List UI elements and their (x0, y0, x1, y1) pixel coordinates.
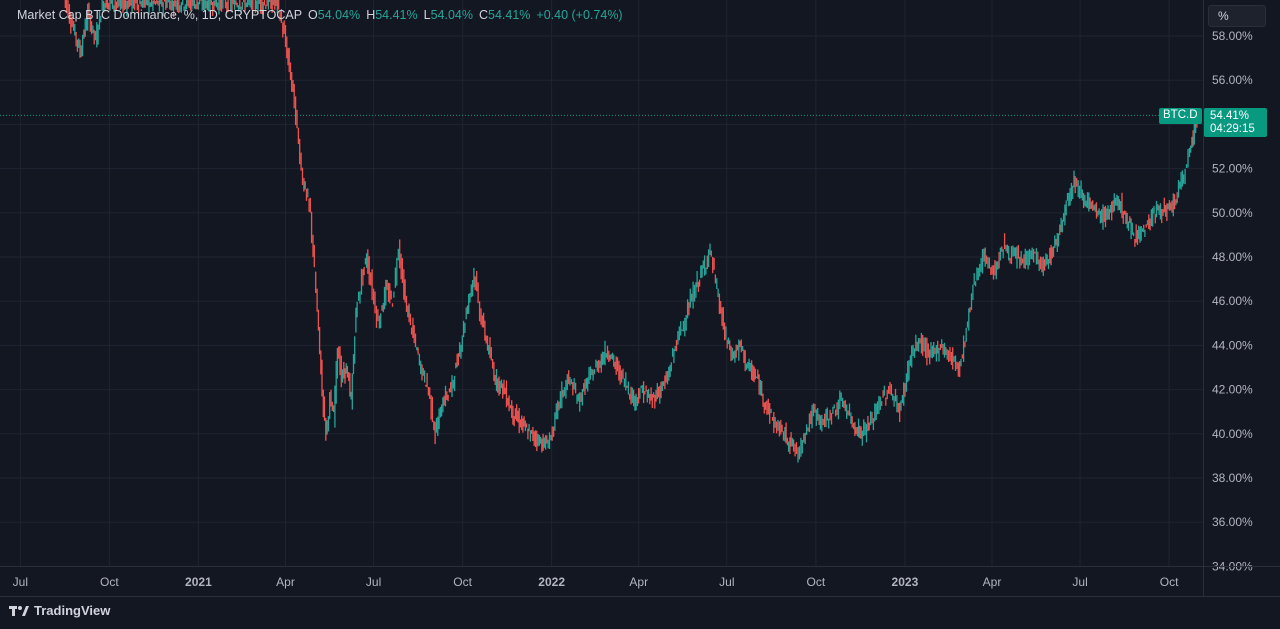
y-tick-label: 38.00% (1212, 471, 1253, 485)
x-tick-label: Apr (629, 575, 648, 589)
last-price-tag: 54.41% 04:29:15 (1204, 108, 1267, 137)
legend-open-label: O (308, 8, 318, 22)
x-tick-label: 2023 (892, 575, 919, 589)
bar-countdown: 04:29:15 (1210, 123, 1255, 135)
symbol-price-tag: BTC.D (1159, 108, 1202, 124)
y-tick-label: 40.00% (1212, 427, 1253, 441)
y-tick-label: 46.00% (1212, 294, 1253, 308)
footer: TradingView (0, 596, 1280, 629)
x-tick-label: 2021 (185, 575, 212, 589)
x-tick-label: 2022 (538, 575, 565, 589)
legend-close-label: C (478, 8, 489, 22)
legend-high-label: H (366, 8, 376, 22)
legend-low: 54.04% (430, 8, 473, 22)
y-tick-label: 50.00% (1212, 206, 1253, 220)
tradingview-logo[interactable]: TradingView (9, 603, 110, 618)
x-tick-label: Oct (453, 575, 472, 589)
percent-scale-button[interactable]: % (1208, 5, 1266, 27)
x-tick-label: Oct (807, 575, 826, 589)
x-tick-label: Apr (983, 575, 1002, 589)
x-tick-label: Oct (1160, 575, 1179, 589)
legend-close: 54.41% (488, 8, 531, 22)
x-tick-label: Jul (366, 575, 381, 589)
x-tick-label: Apr (276, 575, 295, 589)
y-tick-label: 56.00% (1212, 73, 1253, 87)
chart-legend: Market Cap BTC Dominance, %, 1D, CRYPTOC… (17, 8, 623, 22)
x-tick-label: Jul (13, 575, 28, 589)
y-tick-label: 44.00% (1212, 338, 1253, 352)
time-axis[interactable]: Jul Oct 2021 Apr Jul Oct 2022 Apr Jul Oct 2023 Apr J… (0, 566, 1280, 590)
brand-name: TradingView (34, 603, 111, 618)
y-tick-label: 42.00% (1212, 383, 1253, 397)
legend-open: 54.04% (317, 8, 361, 22)
y-tick-label: 52.00% (1212, 162, 1253, 176)
chart-grid (0, 0, 1203, 567)
y-tick-label: 36.00% (1212, 515, 1253, 529)
candlestick-series (64, 0, 1198, 463)
y-tick-label: 58.00% (1212, 29, 1253, 43)
legend-low-label: L (423, 8, 431, 22)
price-axis[interactable]: 58.00%56.00%54.00%52.00%50.00%48.00%46.0… (1203, 0, 1254, 596)
price-chart[interactable]: 58.00%56.00%54.00%52.00%50.00%48.00%46.0… (0, 0, 1280, 596)
tradingview-logo-icon (9, 605, 29, 616)
legend-high: 54.41% (375, 8, 418, 22)
x-tick-label: Jul (1072, 575, 1087, 589)
legend-change: +0.40 (+0.74%) (536, 8, 623, 22)
y-tick-label: 48.00% (1212, 250, 1253, 264)
x-tick-label: Oct (100, 575, 119, 589)
legend-title: Market Cap BTC Dominance, %, 1D, CRYPTOC… (17, 8, 303, 22)
last-price-value: 54.41% (1210, 110, 1250, 122)
x-tick-label: Jul (719, 575, 734, 589)
